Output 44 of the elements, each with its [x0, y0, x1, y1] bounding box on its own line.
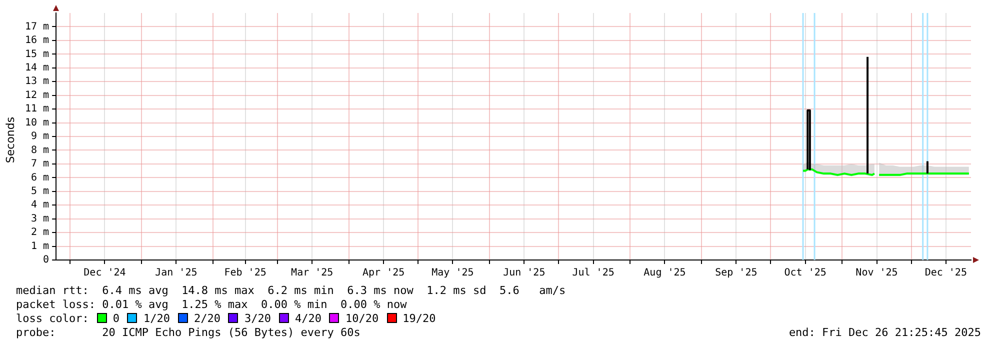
x-tick-label: Feb '25 [224, 268, 266, 279]
y-tick-label: 1 m [31, 240, 50, 252]
x-tick-label: Jun '25 [503, 268, 546, 279]
x-tick-label: Dec '25 [924, 268, 967, 279]
x-tick-label: Oct '25 [784, 268, 826, 279]
y-tick-label: 17 m [24, 21, 50, 32]
y-tick-label: 0 [43, 254, 50, 266]
y-tick-label: 4 m [31, 200, 50, 211]
x-tick-label: Jul '25 [572, 268, 614, 279]
y-tick-label: 8 m [31, 144, 50, 156]
legend-label: 3/20 [244, 312, 271, 325]
y-tick-label: 9 m [31, 131, 50, 142]
x-tick-label: Sep '25 [715, 268, 758, 279]
y-tick-label: 14 m [24, 62, 50, 74]
y-tick-label: 10 m [24, 117, 50, 128]
x-tick-label: May '25 [432, 268, 474, 279]
x-tick-label: Aug '25 [644, 268, 686, 279]
y-tick-label: 3 m [31, 213, 50, 224]
y-tick-label: 12 m [24, 90, 50, 101]
text: median rtt: 6.4 ms avg 14.8 ms max 6.2 ms min 6.3 ms now 1.2 ms sd 5.6 am/s [16, 284, 567, 298]
legend-title: loss color: [16, 312, 89, 325]
x-tick-label: Nov '25 [856, 268, 898, 279]
y-tick-label: 16 m [24, 35, 50, 46]
text: packet loss: 0.01 % avg 1.25 % max 0.00 % min 0.00 % now [16, 298, 408, 312]
y-tick-label: 7 m [31, 158, 50, 170]
text: probe: 20 ICMP Echo Pings (56 Bytes) every 60s [16, 326, 360, 339]
x-tick-label: Apr '25 [362, 268, 405, 279]
y-tick-label: 11 m [24, 104, 50, 115]
legend-label: 1/20 [143, 312, 170, 325]
y-tick-label: 5 m [31, 186, 50, 197]
y-tick-label: 2 m [31, 227, 50, 238]
text: end: Fri Dec 26 21:25:45 2025 [788, 326, 981, 340]
x-tick-label: Dec '24 [84, 268, 126, 279]
y-tick-label: 15 m [24, 48, 50, 60]
legend-label: 10/20 [345, 312, 379, 325]
y-tick-label: 6 m [31, 172, 50, 184]
y-tick-label: 13 m [24, 76, 50, 88]
x-tick-label: Jan '25 [155, 268, 198, 279]
legend-label: 2/20 [194, 312, 220, 325]
x-tick-label: Mar '25 [291, 268, 334, 279]
legend-label: 19/20 [402, 312, 436, 325]
legend-label: 4/20 [294, 312, 322, 325]
legend-label: 0 [112, 312, 120, 325]
y-axis-title: Seconds [4, 116, 17, 164]
